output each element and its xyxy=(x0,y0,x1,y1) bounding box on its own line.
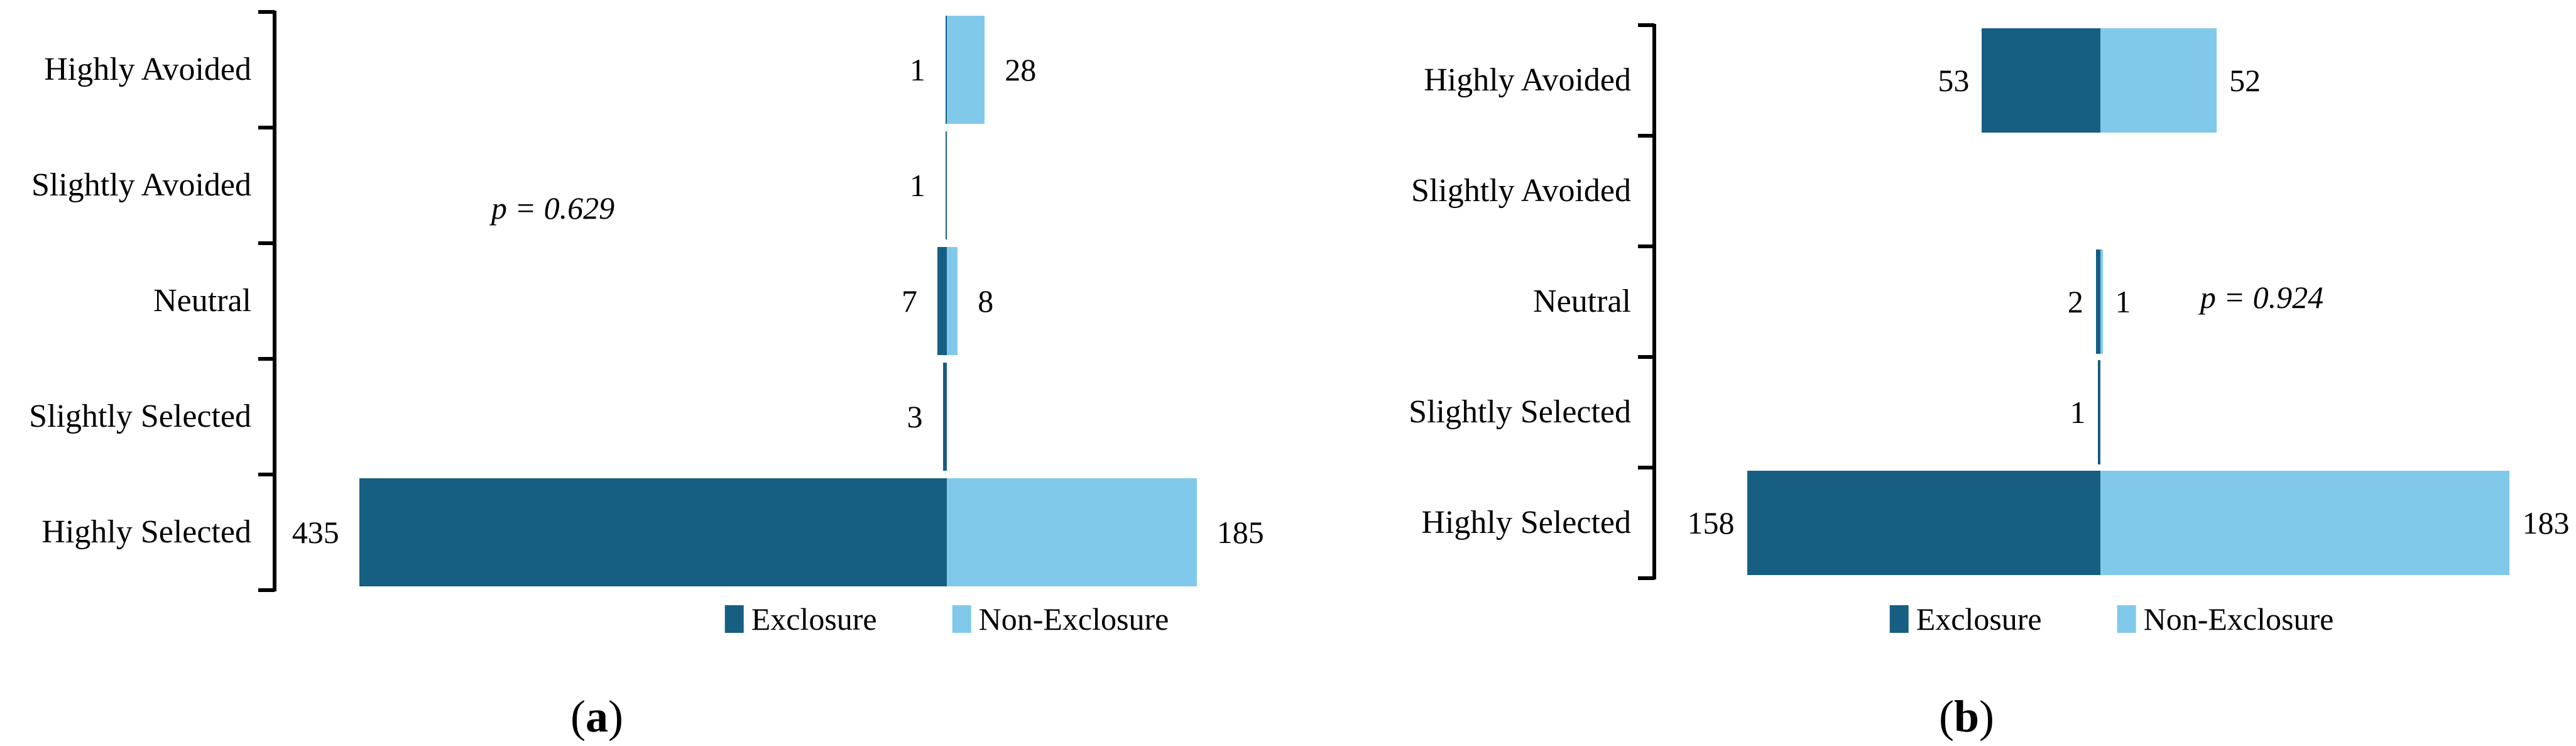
legend-swatch-exclosure-icon xyxy=(1889,605,1909,633)
bar-exclosure xyxy=(1982,28,2100,133)
legend-item-non-exclosure: Non-Exclosure xyxy=(2117,601,2334,637)
legend-label: Exclosure xyxy=(1916,601,2042,637)
category-label: Slightly Avoided xyxy=(1411,173,1631,209)
legend-item-non-exclosure: Non-Exclosure xyxy=(952,601,1169,637)
value-label-exclosure: 1 xyxy=(2070,395,2086,430)
p-value-annotation: p = 0.629 xyxy=(491,190,615,226)
value-label-exclosure: 1 xyxy=(909,52,925,87)
bar-exclosure xyxy=(2098,360,2100,464)
legend: Exclosure Non-Exclosure xyxy=(724,601,1169,637)
category-axis-line xyxy=(1652,24,1656,579)
category-label: Neutral xyxy=(153,283,251,319)
category-axis-tick xyxy=(258,588,275,592)
value-label-exclosure: 158 xyxy=(1687,505,1735,540)
bar-non-exclosure xyxy=(947,247,958,355)
legend: Exclosure Non-Exclosure xyxy=(1889,601,2334,637)
legend-item-exclosure: Exclosure xyxy=(724,601,877,637)
category-axis-tick xyxy=(1638,23,1654,27)
category-label: Slightly Selected xyxy=(1409,394,1631,430)
value-label-exclosure: 1 xyxy=(909,168,925,203)
bar-non-exclosure xyxy=(947,16,985,124)
category-label: Slightly Selected xyxy=(29,398,251,434)
legend-swatch-non-exclosure-icon xyxy=(952,605,971,633)
legend-item-exclosure: Exclosure xyxy=(1889,601,2042,637)
bar-non-exclosure xyxy=(2100,28,2217,133)
value-label-exclosure: 7 xyxy=(901,283,917,319)
value-label-non-exclosure: 1 xyxy=(2115,284,2131,319)
category-label: Highly Selected xyxy=(1421,505,1631,540)
category-axis-tick xyxy=(258,357,275,361)
category-label: Slightly Avoided xyxy=(31,167,251,203)
category-label: Highly Avoided xyxy=(1424,62,1631,98)
bar-exclosure xyxy=(945,16,947,124)
bar-exclosure xyxy=(2095,250,2100,354)
value-label-exclosure: 53 xyxy=(1938,63,1970,98)
legend-swatch-exclosure-icon xyxy=(724,605,744,633)
bar-exclosure xyxy=(945,131,947,239)
category-label: Highly Avoided xyxy=(44,52,251,87)
category-axis-tick xyxy=(258,473,275,476)
value-label-non-exclosure: 28 xyxy=(1005,52,1037,87)
value-label-exclosure: 435 xyxy=(292,515,339,550)
category-axis-line xyxy=(273,11,276,591)
value-label-exclosure: 2 xyxy=(2067,284,2083,319)
bar-exclosure xyxy=(937,247,947,355)
panel-caption: (a) xyxy=(570,691,623,742)
legend-swatch-non-exclosure-icon xyxy=(2117,605,2136,633)
value-label-non-exclosure: 183 xyxy=(2522,505,2570,540)
legend-label: Non-Exclosure xyxy=(2143,601,2334,637)
category-axis-tick xyxy=(1638,244,1654,248)
panel-caption: (b) xyxy=(1938,691,1995,742)
p-value-annotation: p = 0.924 xyxy=(2200,280,2324,315)
legend-label: Non-Exclosure xyxy=(978,601,1169,637)
bar-non-exclosure xyxy=(2100,250,2103,354)
bar-exclosure xyxy=(942,363,947,471)
value-label-non-exclosure: 52 xyxy=(2229,63,2261,98)
category-axis-tick xyxy=(1638,466,1654,469)
category-axis-tick xyxy=(1638,355,1654,359)
value-label-non-exclosure: 185 xyxy=(1216,515,1264,550)
category-label: Highly Selected xyxy=(41,514,251,550)
value-label-non-exclosure: 8 xyxy=(978,283,994,319)
bar-exclosure xyxy=(1747,471,2100,575)
bar-exclosure xyxy=(359,478,947,586)
category-axis-tick xyxy=(258,126,275,129)
category-axis-tick xyxy=(1638,576,1654,580)
bar-non-exclosure xyxy=(2100,471,2510,575)
legend-label: Exclosure xyxy=(751,601,877,637)
value-label-exclosure: 3 xyxy=(907,399,923,434)
category-label: Neutral xyxy=(1533,283,1631,319)
bar-non-exclosure xyxy=(947,478,1197,586)
category-axis-tick xyxy=(1638,134,1654,138)
category-axis-tick xyxy=(258,10,275,14)
category-axis-tick xyxy=(258,241,275,245)
